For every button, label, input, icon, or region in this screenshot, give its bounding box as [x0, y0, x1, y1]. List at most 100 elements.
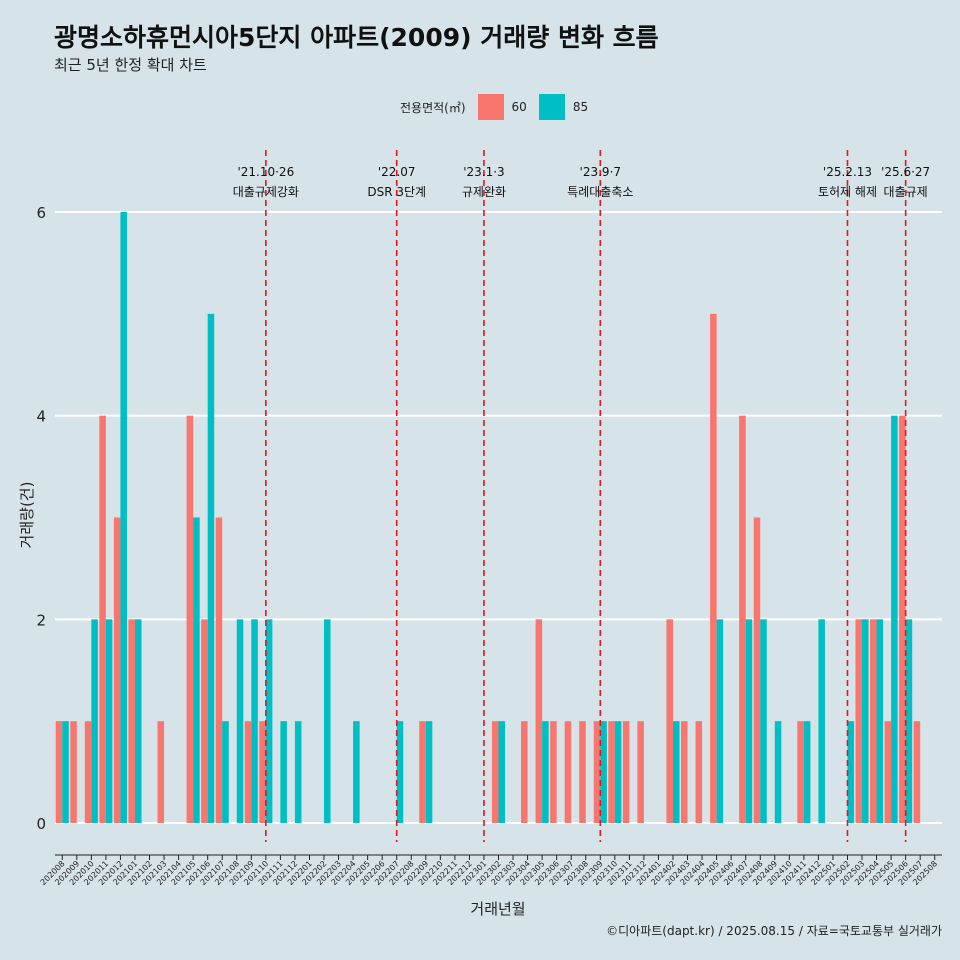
bar-85-202407	[745, 619, 753, 823]
bar-85-202411	[803, 721, 811, 823]
event-date-label: '23.9·7	[580, 165, 621, 179]
event-date-label: '23.1·3	[463, 165, 504, 179]
event-date-label: '21.10·26	[237, 165, 294, 179]
bar-85-202412	[818, 619, 825, 823]
bar-85-202012	[120, 212, 127, 823]
bar-60-202310	[608, 721, 615, 823]
bar-85-202502	[847, 721, 855, 823]
bar-60-202507	[913, 721, 921, 823]
source-caption: ©디아파트(dapt.kr) / 2025.08.15 / 자료=국토교통부 실…	[606, 924, 942, 938]
y-tick-label: 6	[36, 204, 46, 222]
x-axis-label: 거래년월	[470, 900, 525, 918]
bar-60-202403	[680, 721, 688, 823]
legend-key-60	[477, 94, 504, 120]
bar-85-202310	[614, 721, 622, 823]
bar-85-202008	[62, 721, 69, 823]
bar-60-202306	[550, 721, 557, 823]
bar-60-202103	[157, 721, 165, 823]
event-desc-label: 규제완화	[462, 185, 506, 199]
event-lines: '21.10·26 대출규제강화 '22.07 DSR 3단계 '23.1·3 규제완화 '…	[233, 150, 930, 842]
bar-85-202108	[236, 619, 244, 823]
bar-85-202309	[600, 721, 607, 823]
event-desc-label: 대출규제강화	[233, 185, 299, 199]
bar-85-202112	[294, 721, 302, 823]
bar-85-202209	[425, 721, 433, 823]
bar-60-202106	[201, 619, 208, 823]
bar-85-202109	[251, 619, 258, 823]
chart-subtitle: 최근 5년 한정 확대 차트	[54, 56, 207, 74]
bar-60-202504	[870, 619, 877, 823]
bar-85-202011	[105, 619, 113, 823]
bar-85-202402	[672, 721, 680, 823]
bar-60-202011	[99, 415, 106, 823]
bar-85-202204	[353, 721, 360, 823]
event-desc-label: 토허제 해제	[818, 185, 877, 199]
bar-85-202202	[324, 619, 331, 823]
y-axis: 0 2 4 6	[36, 204, 46, 833]
bar-85-202504	[876, 619, 884, 823]
bar-60-202404	[695, 721, 703, 823]
y-tick-label: 2	[36, 611, 46, 629]
chart-title: 광명소하휴먼시아5단지 아파트(2009) 거래량 변화 흐름	[54, 23, 659, 52]
bar-60-202305	[535, 619, 543, 823]
legend-title: 전용면적(㎡)	[400, 100, 466, 115]
bar-85-202107	[222, 721, 229, 823]
bar-60-202009	[70, 721, 77, 823]
bar-85-202405	[716, 619, 724, 823]
bar-60-202311	[622, 721, 630, 823]
bar-60-202304	[521, 721, 528, 823]
bar-60-202008	[55, 721, 63, 823]
bar-85-202010	[91, 619, 98, 823]
bar-60-202309	[593, 721, 601, 823]
bar-60-202101	[128, 619, 135, 823]
bar-60-202012	[113, 517, 121, 823]
bar-60-202307	[564, 721, 572, 823]
bar-85-202505	[891, 415, 898, 823]
bar-85-202302	[498, 721, 506, 823]
bar-60-202105	[186, 415, 194, 823]
bar-85-202409	[774, 721, 782, 823]
bar-85-202105	[193, 517, 200, 823]
bar-85-202305	[542, 721, 549, 823]
bar-60-202408	[753, 517, 761, 823]
event-desc-label: 특례대출축소	[567, 185, 633, 199]
bar-60-202407	[739, 415, 746, 823]
bar-60-202506	[899, 415, 906, 823]
event-desc-label: 대출규제	[884, 185, 928, 199]
bar-60-202312	[637, 721, 644, 823]
legend: 전용면적(㎡) 60 85	[400, 94, 596, 120]
bar-60-202503	[855, 619, 863, 823]
bar-60-202405	[710, 313, 717, 823]
bar-60-202110	[259, 721, 266, 823]
event-desc-label: DSR 3단계	[367, 185, 426, 199]
bar-60-202107	[215, 517, 223, 823]
bar-60-202402	[666, 619, 673, 823]
event-date-label: '25.6·27	[881, 165, 930, 179]
event-date-label: '25.2.13	[823, 165, 872, 179]
legend-label-85: 85	[572, 100, 589, 114]
bar-60-202109	[244, 721, 252, 823]
bar-85-202506	[905, 619, 913, 823]
bar-60-202010	[84, 721, 92, 823]
bar-85-202207	[396, 721, 404, 823]
legend-label-60: 60	[511, 100, 527, 114]
legend-key-85	[538, 94, 565, 120]
bar-85-202111	[280, 721, 287, 823]
bar-85-202106	[207, 313, 215, 823]
event-date-label: '22.07	[378, 165, 416, 179]
bar-85-202101	[134, 619, 142, 823]
bar-60-202209	[419, 721, 426, 823]
bars	[55, 212, 921, 823]
bar-85-202503	[862, 619, 869, 823]
bar-60-202308	[579, 721, 586, 823]
x-axis: 2020082020092020102020112020122021012021…	[39, 854, 942, 887]
bar-60-202505	[884, 721, 892, 823]
y-tick-label: 0	[36, 815, 46, 833]
bar-60-202411	[797, 721, 804, 823]
y-axis-label: 거래량(건)	[18, 482, 36, 549]
bar-60-202302	[491, 721, 499, 823]
bar-85-202408	[760, 619, 767, 823]
bar-85-202110	[265, 619, 273, 823]
y-tick-label: 4	[36, 408, 46, 426]
